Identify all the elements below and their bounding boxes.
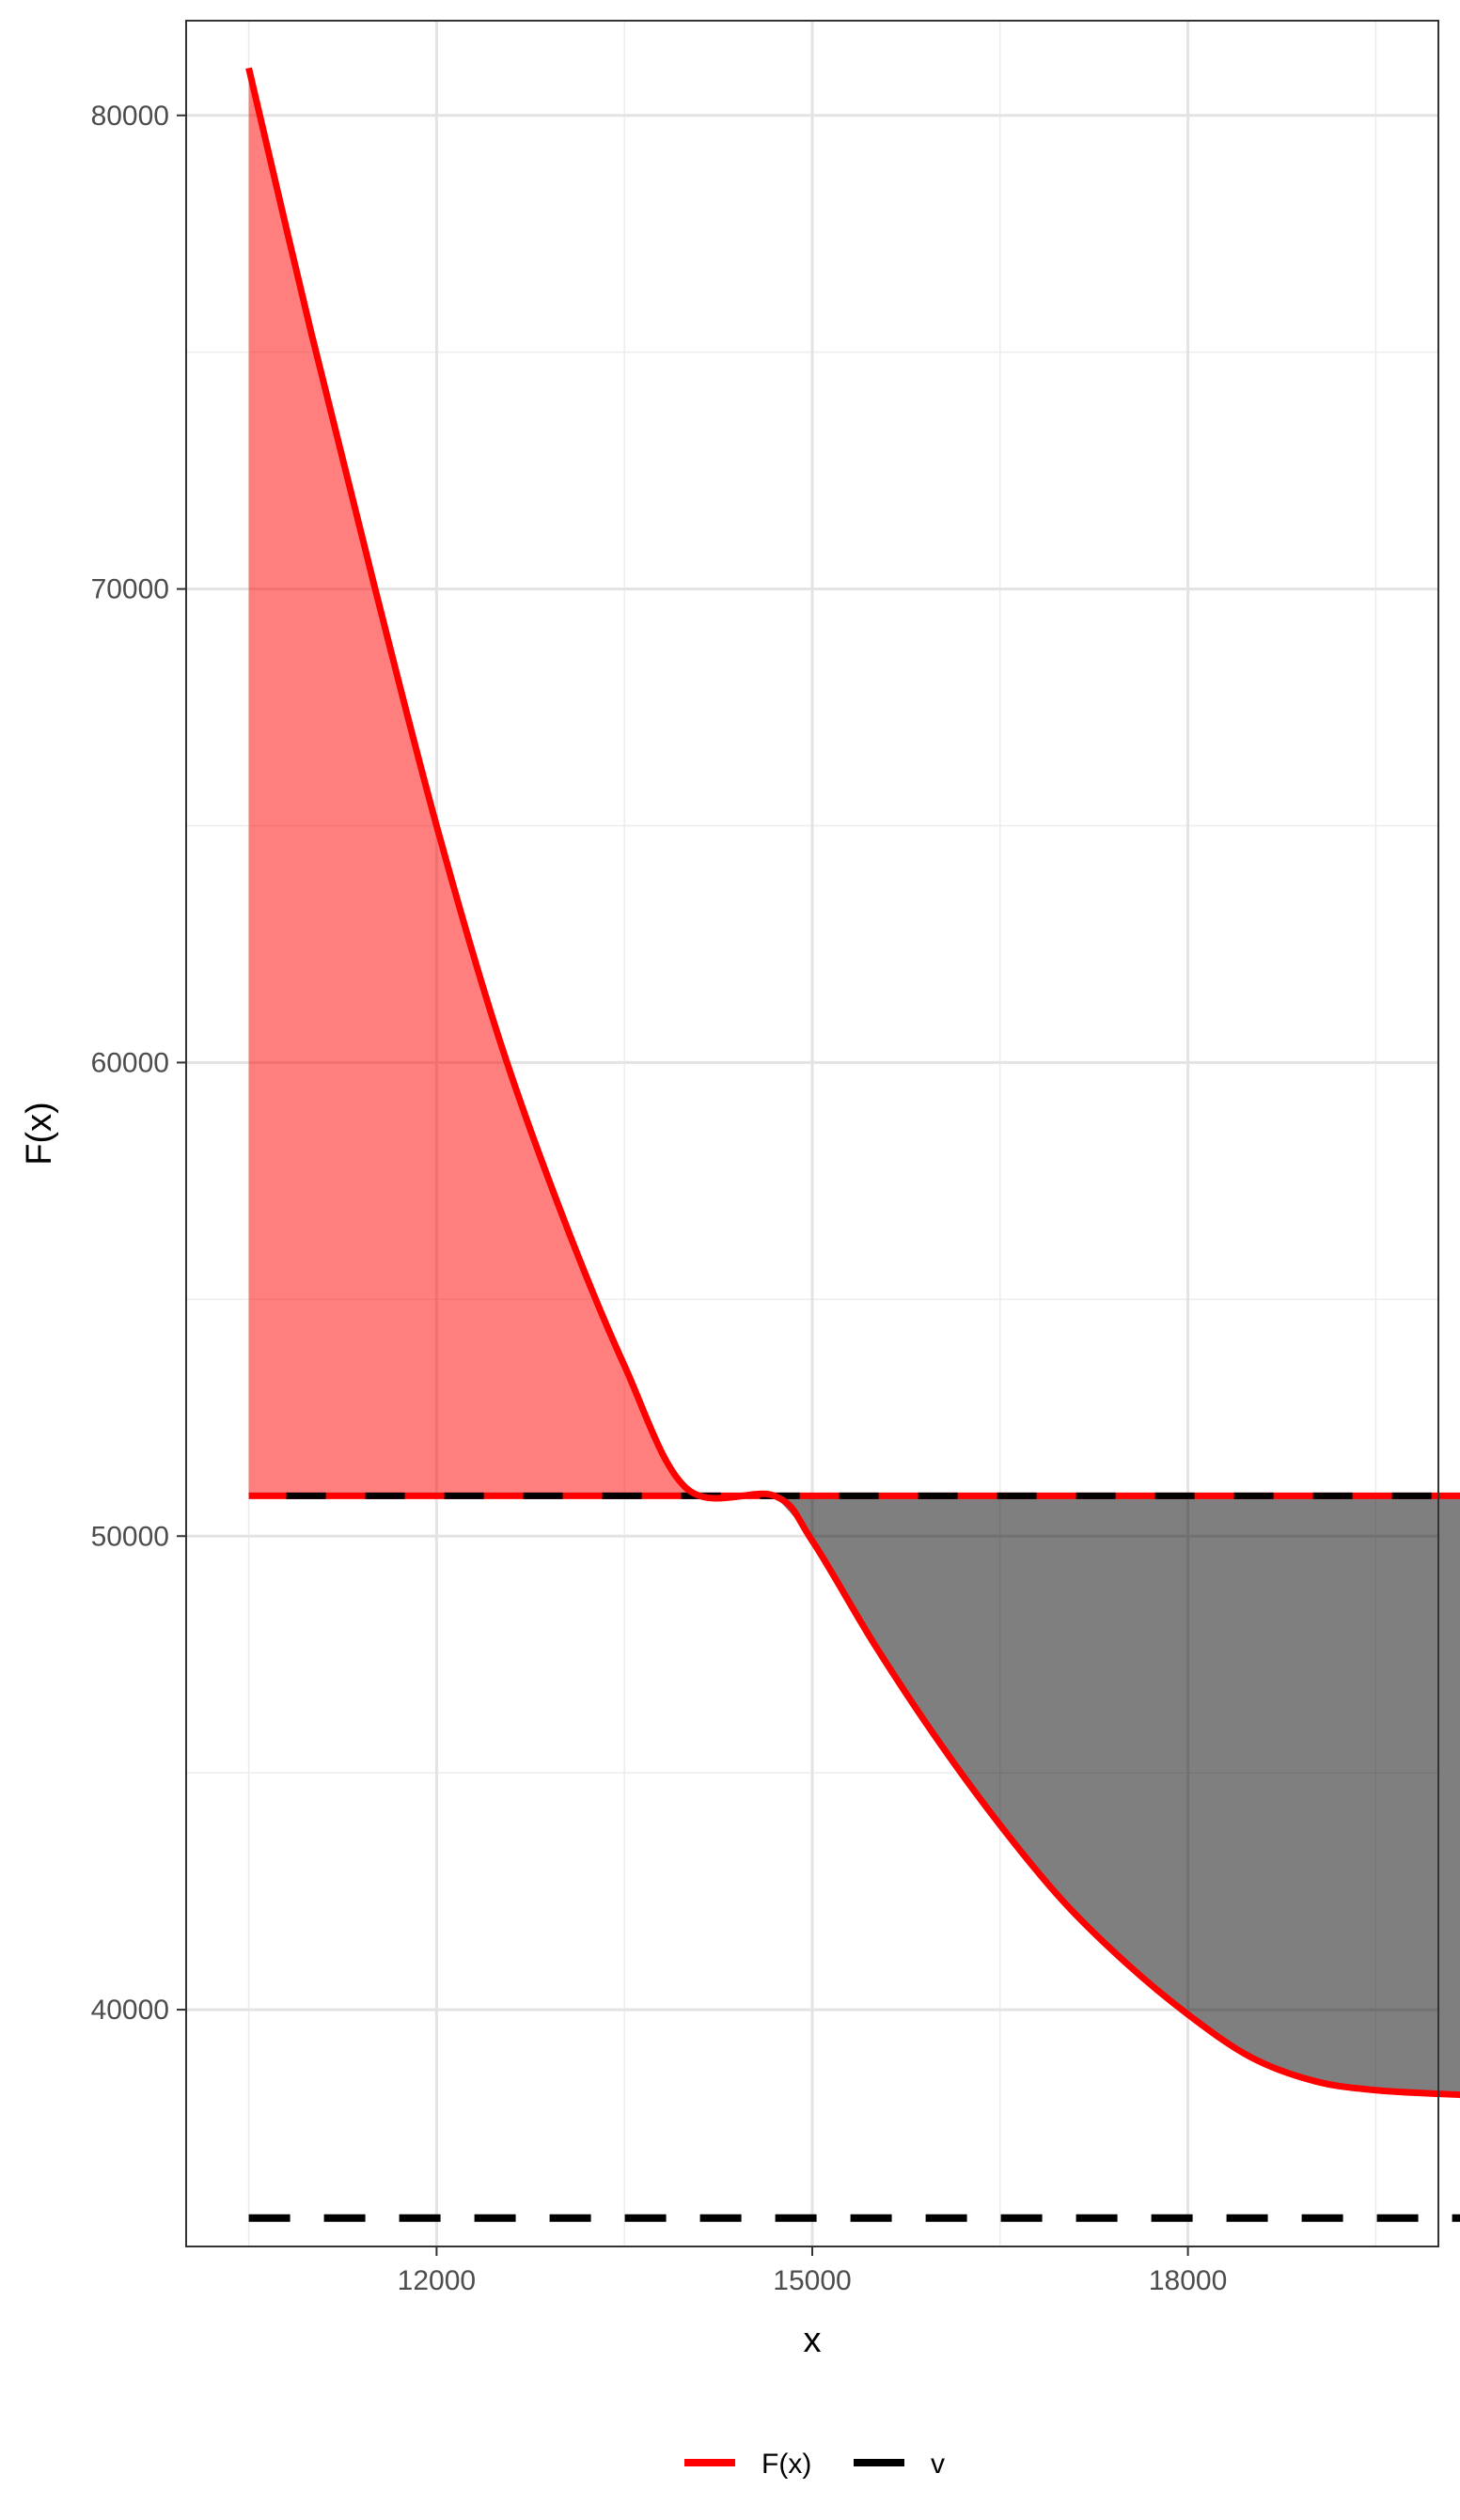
- legend-label: F(x): [761, 2449, 811, 2480]
- y-axis: 40000 50000 60000 70000 80000: [91, 101, 186, 2026]
- y-tick-label: 40000: [91, 1995, 169, 2026]
- x-tick-label: 12000: [398, 2265, 476, 2296]
- y-tick-label: 60000: [91, 1047, 169, 1078]
- shaded-areas: [248, 68, 1460, 2095]
- y-tick-label: 70000: [91, 574, 169, 605]
- shaded-area-above: [248, 68, 776, 1501]
- shaded-area-below: [775, 1495, 1460, 2095]
- x-axis: 12000 15000 18000: [398, 2246, 1227, 2296]
- y-tick-label: 80000: [91, 101, 169, 132]
- x-tick-label: 15000: [773, 2265, 851, 2296]
- legend-label: v: [931, 2449, 945, 2480]
- x-tick-label: 18000: [1149, 2265, 1227, 2296]
- x-axis-title: x: [804, 2321, 822, 2360]
- legend: F(x) v: [684, 2449, 945, 2480]
- series-lines: [245, 67, 1460, 2222]
- series-line-fx: [245, 67, 1460, 2099]
- y-axis-title: F(x): [20, 1102, 59, 1166]
- y-tick-label: 50000: [91, 1521, 169, 1552]
